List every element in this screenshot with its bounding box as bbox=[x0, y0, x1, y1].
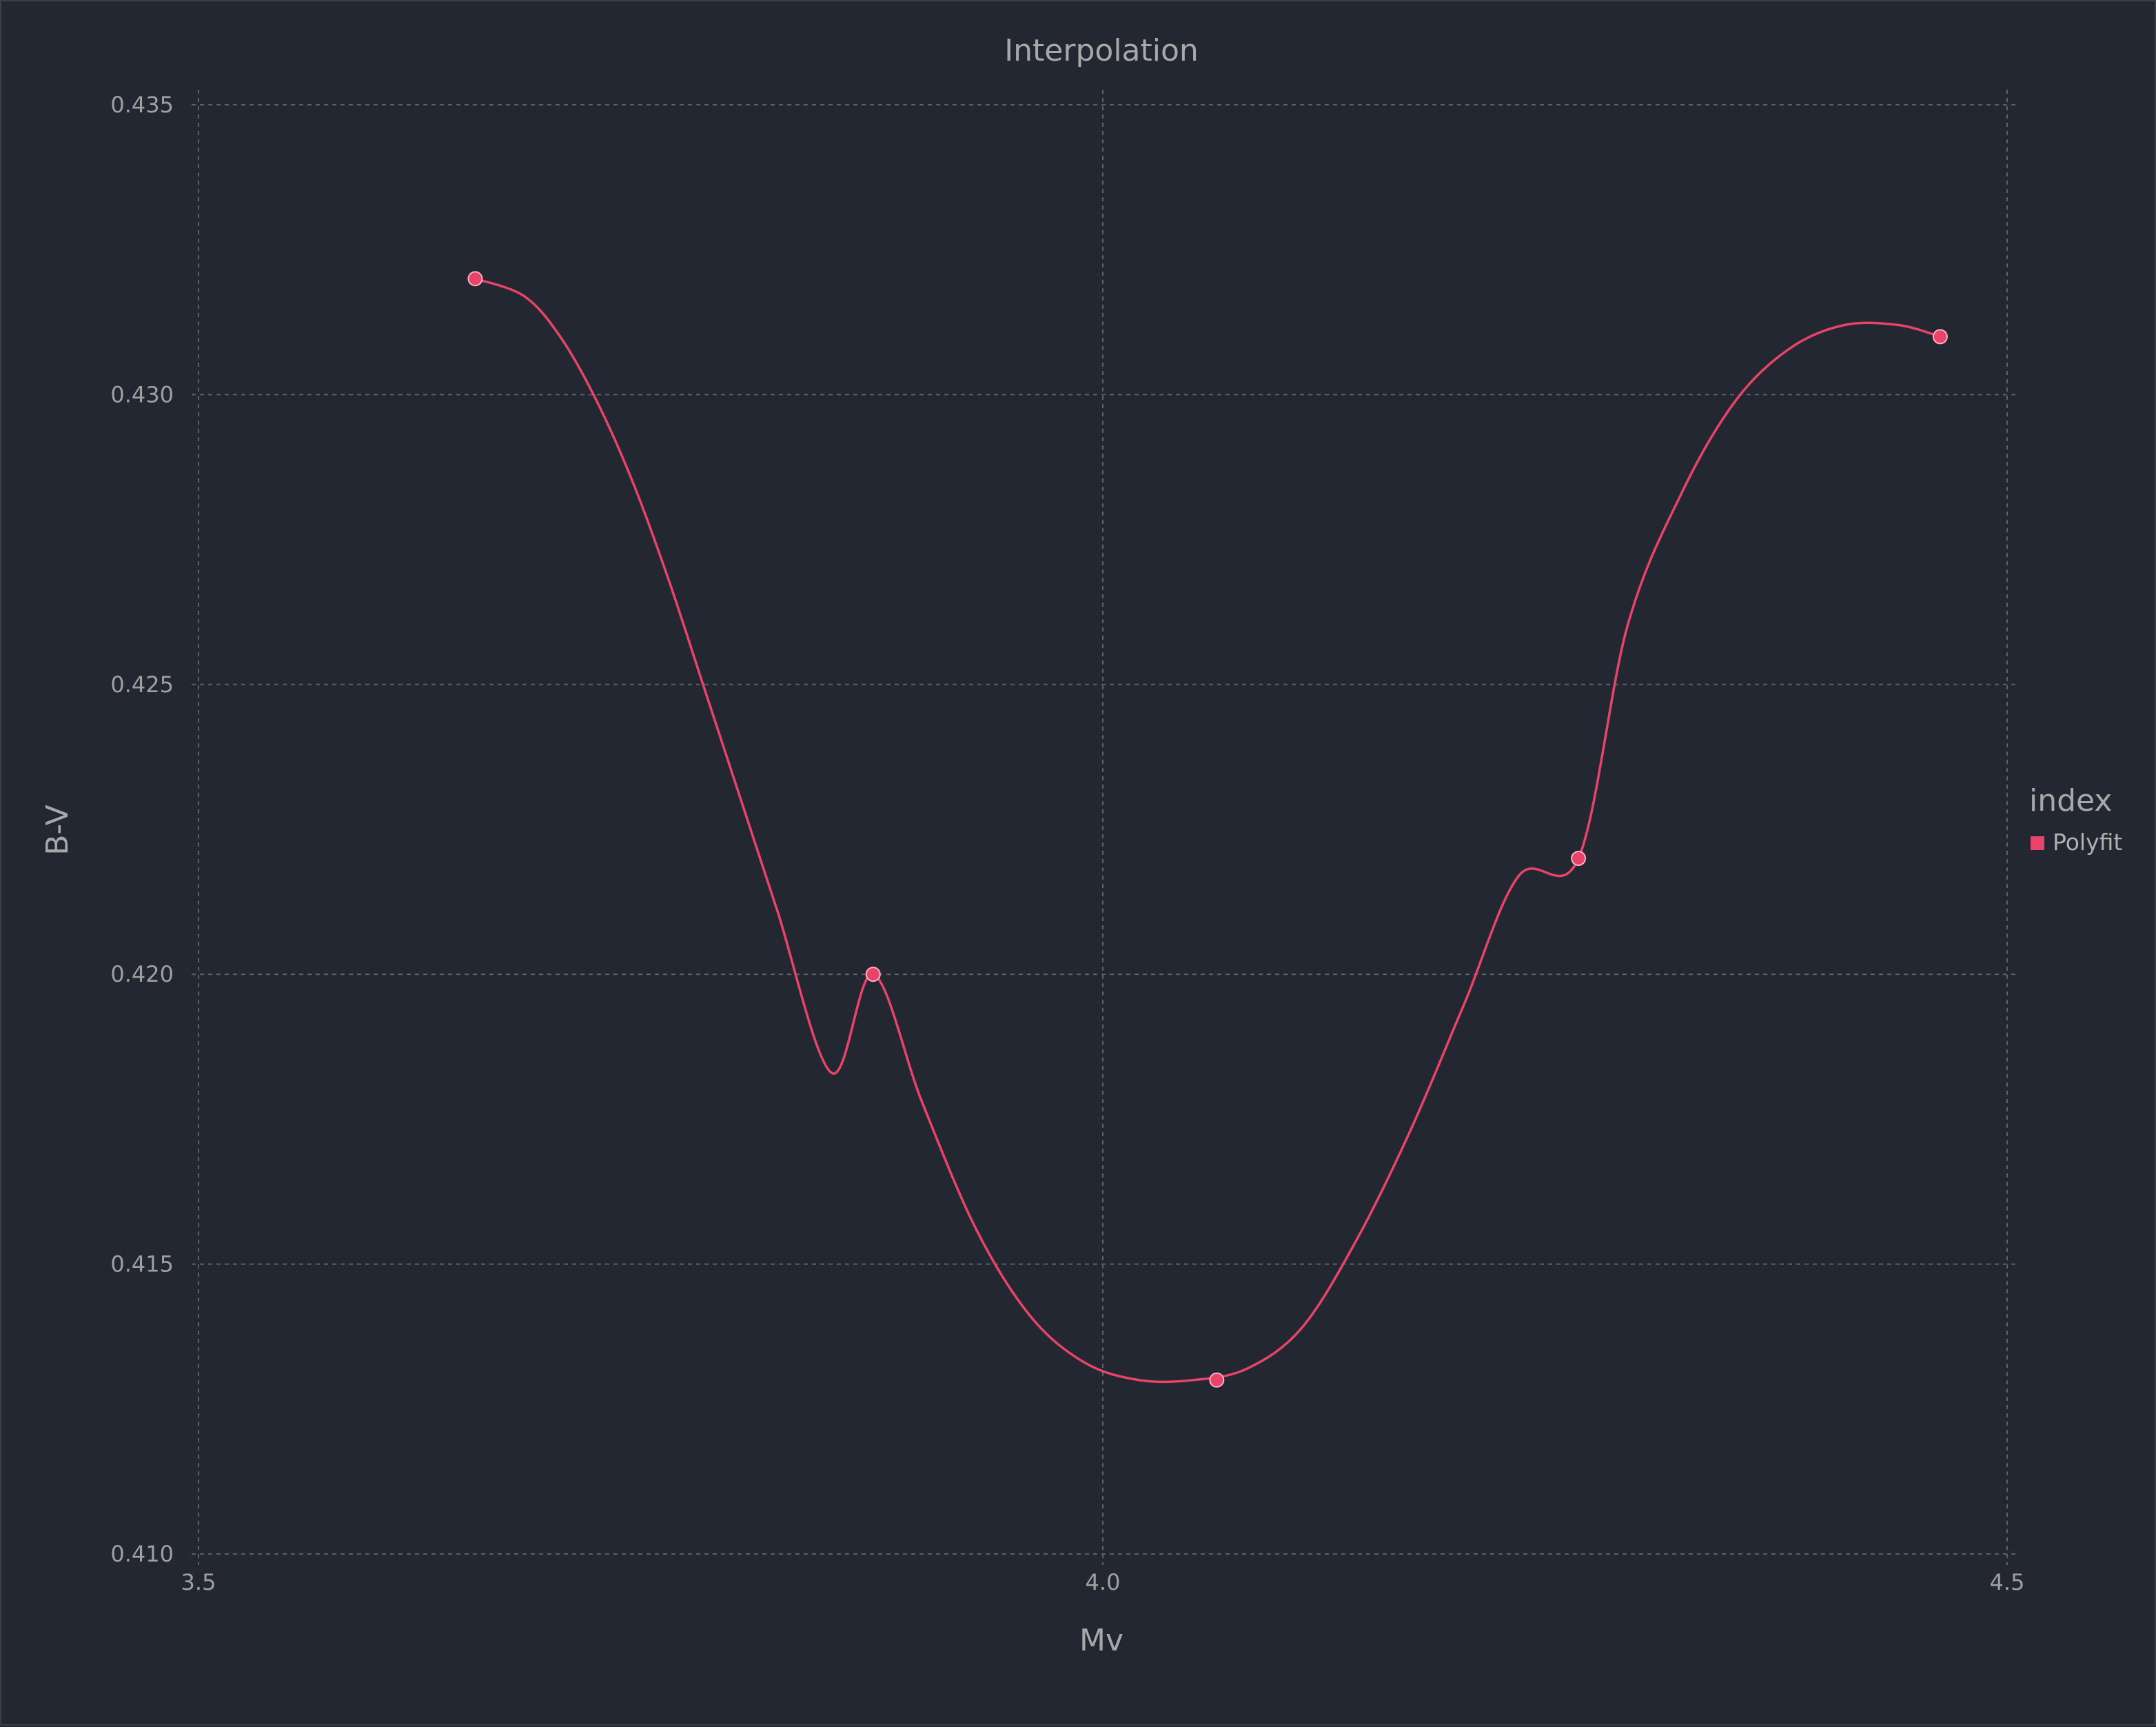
y-tick-label: 0.410 bbox=[110, 1541, 174, 1567]
x-tick-label: 3.5 bbox=[181, 1569, 216, 1595]
x-tick-label: 4.0 bbox=[1086, 1569, 1121, 1595]
y-tick-labels: 0.410 0.415 0.420 0.425 0.430 0.435 bbox=[110, 92, 174, 1567]
y-axis-label: B-V bbox=[40, 805, 75, 856]
legend-entry: Polyfit bbox=[2053, 829, 2122, 856]
x-axis-label: Mv bbox=[1079, 1623, 1123, 1658]
x-grid bbox=[198, 90, 2008, 1565]
y-tick-label: 0.430 bbox=[110, 381, 174, 407]
data-point bbox=[467, 271, 483, 287]
legend-items: Polyfit bbox=[2031, 829, 2122, 856]
data-point bbox=[1571, 851, 1587, 867]
legend-title: index bbox=[2029, 783, 2112, 818]
data-point bbox=[865, 967, 881, 982]
series-line-polyfit bbox=[474, 277, 1941, 1384]
y-tick-label: 0.415 bbox=[110, 1251, 174, 1277]
legend-swatch bbox=[2031, 836, 2044, 850]
chart-title: Interpolation bbox=[1004, 33, 1199, 68]
legend: index Polyfit bbox=[2029, 783, 2122, 856]
x-tick-label: 4.5 bbox=[1990, 1569, 2025, 1595]
series-layer bbox=[467, 271, 1948, 1388]
data-point bbox=[1932, 329, 1948, 345]
x-tick-labels: 3.5 4.0 4.5 bbox=[181, 1569, 2025, 1595]
y-tick-label: 0.425 bbox=[110, 671, 174, 698]
y-tick-label: 0.420 bbox=[110, 961, 174, 987]
y-tick-label: 0.435 bbox=[110, 92, 174, 118]
data-point bbox=[1209, 1372, 1225, 1388]
y-grid bbox=[192, 104, 2018, 1555]
